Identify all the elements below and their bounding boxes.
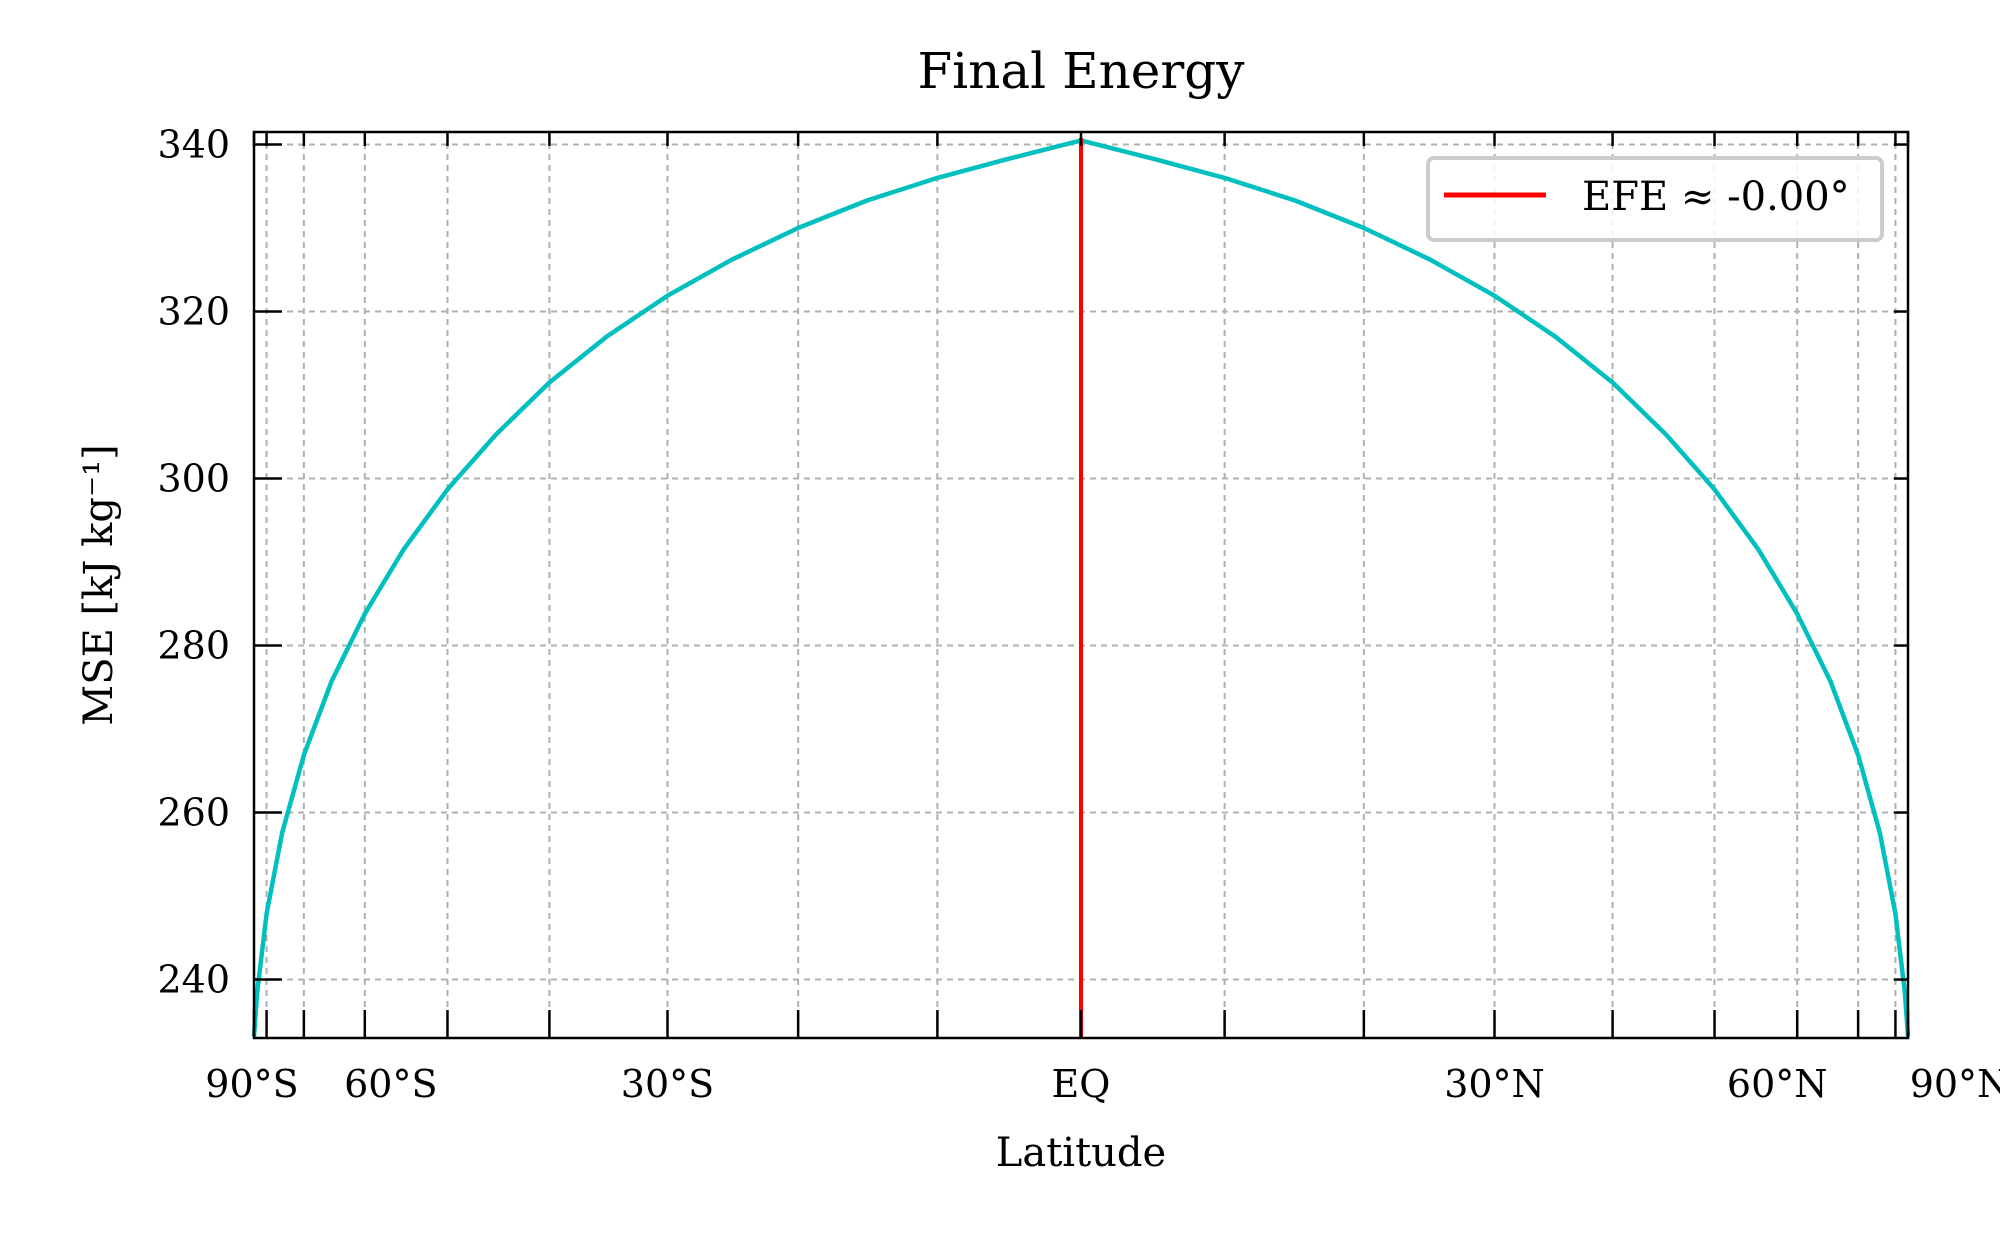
legend-label-efe: EFE ≈ -0.00° (1582, 174, 1850, 220)
y-tick-label: 300 (157, 457, 230, 501)
x-tick-label: 90°N (1910, 1062, 2000, 1106)
x-tick-label: EQ (1052, 1062, 1111, 1106)
x-tick-label: 90°S (205, 1062, 298, 1106)
x-tick-label: 30°N (1444, 1062, 1545, 1106)
chart-title: Final Energy (917, 42, 1245, 100)
y-axis-ticks: 240 260 280 300 320 340 (157, 123, 1908, 1002)
y-tick-label: 280 (157, 624, 230, 668)
y-tick-label: 260 (157, 791, 230, 835)
y-tick-label: 340 (157, 123, 230, 167)
x-tick-label: 30°S (621, 1062, 714, 1106)
x-tick-label: 60°S (344, 1062, 437, 1106)
legend-box (1426, 156, 1884, 242)
x-axis-label: Latitude (996, 1130, 1166, 1176)
x-axis-ticks: 90°S 60°S 30°S EQ 30°N 60°N 90°N (205, 132, 2000, 1106)
x-tick-label: 60°N (1727, 1062, 1828, 1106)
y-tick-label: 320 (157, 290, 230, 334)
y-tick-label: 240 (157, 958, 230, 1002)
legend: EFE ≈ -0.00° (1426, 156, 1884, 242)
y-axis-label: MSE [kJ kg⁻¹] (76, 444, 122, 725)
